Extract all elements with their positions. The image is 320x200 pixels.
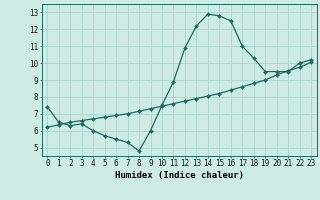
- X-axis label: Humidex (Indice chaleur): Humidex (Indice chaleur): [115, 171, 244, 180]
